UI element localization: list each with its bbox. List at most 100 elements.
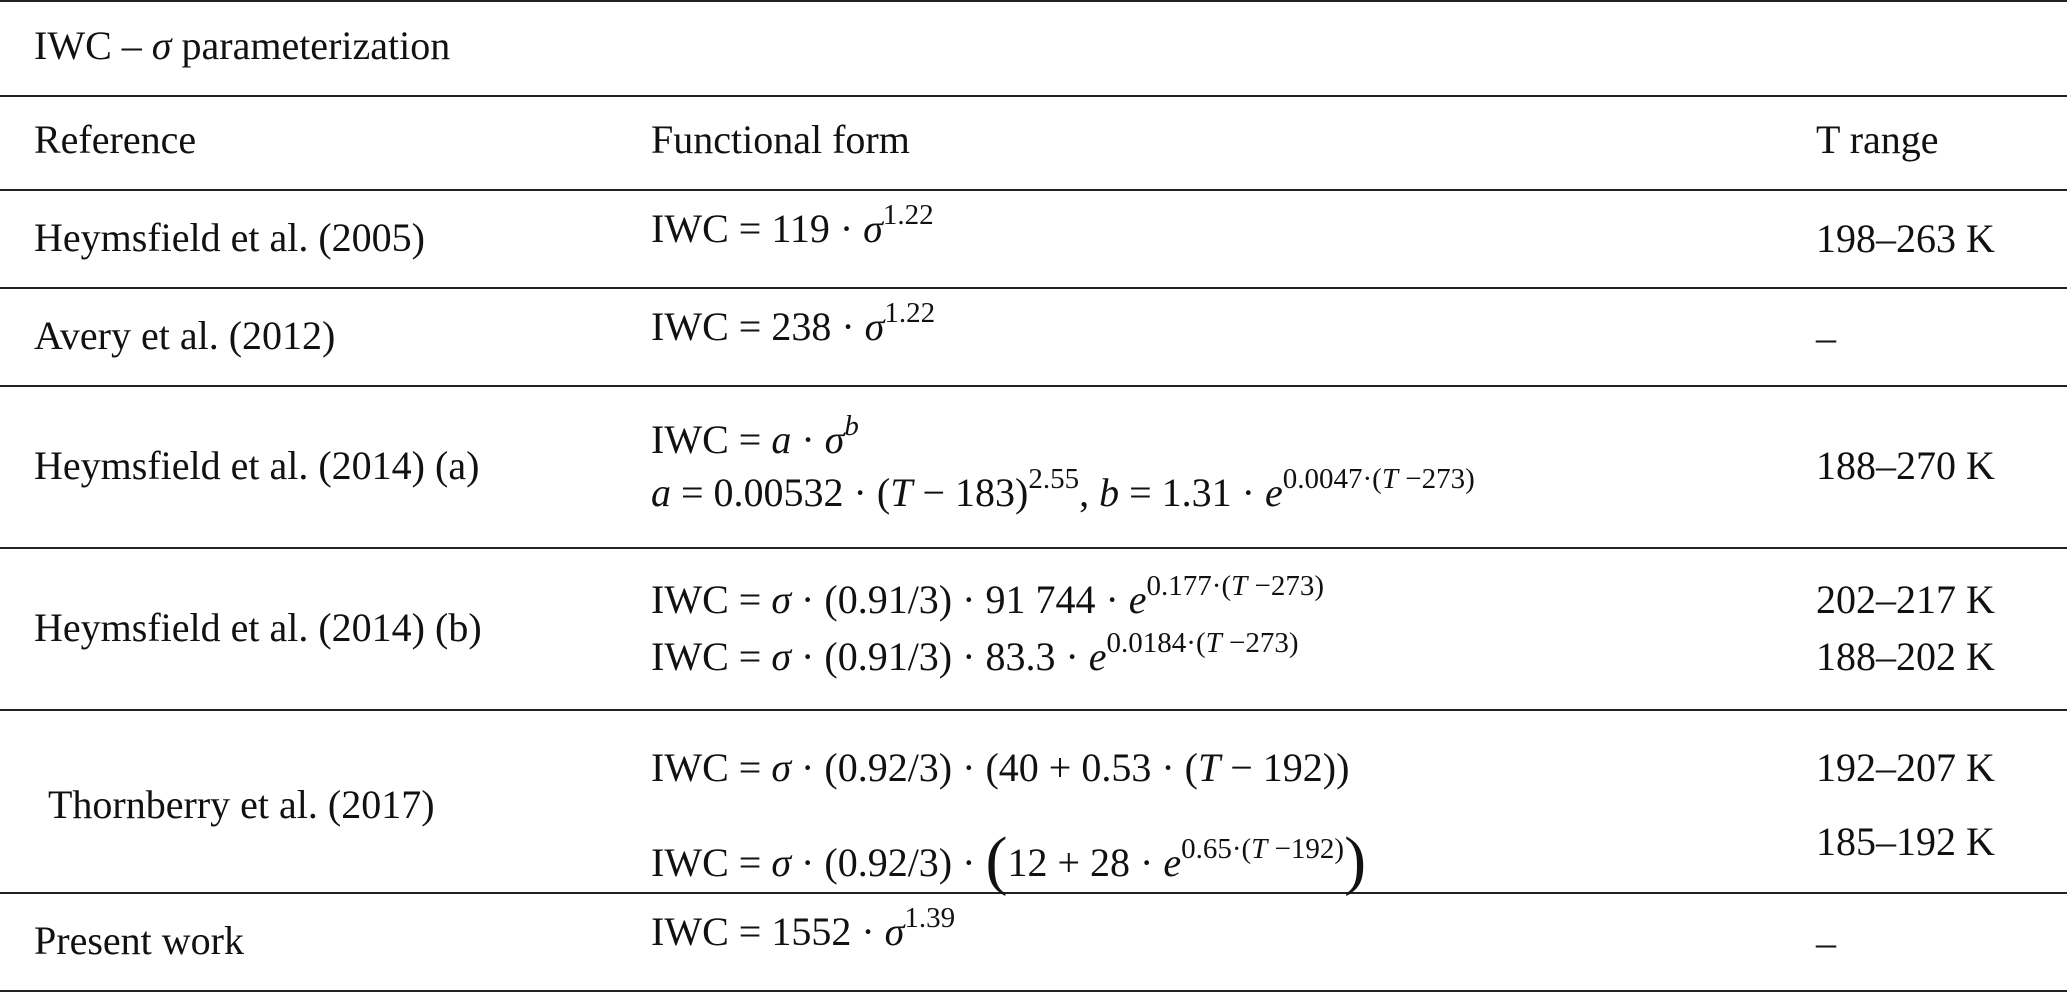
italic-symbol: T <box>1205 626 1222 659</box>
reference: Heymsfield et al. (2005) <box>34 215 425 260</box>
text-run: IWC – <box>34 23 152 68</box>
italic-symbol: b <box>1099 469 1120 515</box>
table-rule <box>0 95 2067 97</box>
column-header: Reference <box>34 117 197 162</box>
italic-symbol: a <box>771 416 792 462</box>
italic-symbol: σ <box>771 744 792 790</box>
text-run: · <box>791 416 825 462</box>
superscript: 0.0184·(T −273) <box>1107 627 1299 659</box>
superscript: 1.22 <box>884 297 935 329</box>
italic-symbol: b <box>844 409 859 442</box>
italic-symbol: T <box>1251 832 1268 865</box>
italic-symbol: a <box>651 469 671 515</box>
superscript: 2.55 <box>1028 463 1079 495</box>
table-rule <box>0 385 2067 387</box>
text-run: IWC = 1552 · <box>651 909 885 954</box>
reference: Thornberry et al. (2017) <box>48 781 435 827</box>
superscript: b <box>844 410 859 442</box>
text-run: 12 + 28 · <box>1007 839 1164 885</box>
table-rule <box>0 709 2067 711</box>
text-run: 1.22 <box>882 199 934 231</box>
functional-form: IWC = σ · (0.91/3) · 83.3 · e0.0184·(T −… <box>651 628 1299 679</box>
text-run: , <box>1079 469 1100 515</box>
text-run: 0.177·( <box>1146 569 1232 602</box>
t-range: – <box>1816 315 1836 360</box>
functional-form: IWC = σ · (0.91/3) · 91 744 · e0.177·(T … <box>651 571 1324 622</box>
reference: Heymsfield et al. (2014) (a) <box>34 443 480 488</box>
t-range: – <box>1816 920 1836 965</box>
text-run: IWC = <box>651 633 772 679</box>
text-run: · (0.92/3) · <box>791 839 986 885</box>
t-range: 202–217 K <box>1816 576 1995 622</box>
italic-symbol: σ <box>151 23 172 68</box>
t-range: 198–263 K <box>1816 216 1995 261</box>
text-run: 0.0047·( <box>1282 462 1382 495</box>
text-run: = 1.31 · <box>1119 469 1265 515</box>
text-run: = 0.00532 · ( <box>671 469 891 515</box>
table-rule <box>0 990 2067 992</box>
text-run: IWC = <box>651 576 772 622</box>
italic-symbol: σ <box>864 304 885 349</box>
text-run: parameterization <box>171 23 451 68</box>
text-run: 1.22 <box>884 297 936 329</box>
italic-symbol: T <box>1197 744 1221 790</box>
reference: Avery et al. (2012) <box>34 313 336 358</box>
text-run: 2.55 <box>1028 462 1080 495</box>
table-rule <box>0 892 2067 894</box>
text-run: IWC = 119 · <box>651 206 864 251</box>
t-range: 192–207 K <box>1816 744 1995 790</box>
text-run: −273) <box>1397 462 1475 495</box>
text-run: − 183) <box>912 469 1029 515</box>
text-run: IWC = <box>651 839 772 885</box>
t-range: 188–270 K <box>1816 443 1995 488</box>
superscript: 1.39 <box>904 902 955 934</box>
text-run: −273) <box>1247 569 1325 602</box>
column-header: T range <box>1816 117 1939 162</box>
italic-symbol: σ <box>771 576 792 622</box>
text-run: IWC = <box>651 744 772 790</box>
t-range: 185–192 K <box>1816 818 1995 864</box>
italic-symbol: σ <box>824 416 845 462</box>
italic-symbol: e <box>1264 469 1283 515</box>
functional-form: a = 0.00532 · (T − 183)2.55, b = 1.31 · … <box>651 464 1475 515</box>
text-run: · (0.92/3) · (40 + 0.53 · ( <box>791 744 1198 790</box>
superscript: 1.22 <box>883 199 934 231</box>
italic-symbol: e <box>1088 633 1107 679</box>
reference: Present work <box>34 918 244 963</box>
text-run: − 192)) <box>1220 744 1350 790</box>
superscript: 0.65·(T −192) <box>1181 833 1344 865</box>
text-run: · (0.91/3) · 83.3 · <box>791 633 1089 679</box>
table-rule <box>0 547 2067 549</box>
table-rule <box>0 189 2067 191</box>
t-range: 188–202 K <box>1816 633 1995 679</box>
text-run: 1.39 <box>904 902 956 934</box>
large-paren: ) <box>1344 823 1367 897</box>
italic-symbol: e <box>1128 576 1147 622</box>
functional-form: IWC = 119 · σ1.22 <box>651 201 934 251</box>
text-run: · (0.91/3) · 91 744 · <box>791 576 1129 622</box>
functional-form: IWC = 1552 · σ1.39 <box>651 904 955 954</box>
large-paren: ( <box>985 823 1008 897</box>
superscript: 0.0047·(T −273) <box>1283 463 1475 495</box>
table-rule <box>0 0 2067 2</box>
italic-symbol: σ <box>884 909 905 954</box>
functional-form: IWC = a · σb <box>651 411 859 462</box>
text-run: IWC = 238 · <box>651 304 865 349</box>
text-run: 0.65·( <box>1181 832 1252 865</box>
italic-symbol: σ <box>771 839 792 885</box>
italic-symbol: e <box>1163 839 1182 885</box>
functional-form: IWC = σ · (0.92/3) · (12 + 28 · e0.65·(T… <box>651 822 1366 893</box>
functional-form: IWC = σ · (0.92/3) · (40 + 0.53 · (T − 1… <box>651 744 1350 790</box>
column-header: Functional form <box>651 117 910 162</box>
italic-symbol: T <box>1231 569 1248 602</box>
caption: IWC – σ parameterization <box>34 26 450 66</box>
text-run: 0.0184·( <box>1106 626 1206 659</box>
table-rule <box>0 287 2067 289</box>
reference: Heymsfield et al. (2014) (b) <box>34 605 482 650</box>
superscript: 0.177·(T −273) <box>1147 570 1324 602</box>
text-run: −273) <box>1221 626 1299 659</box>
italic-symbol: T <box>890 469 913 515</box>
italic-symbol: σ <box>863 206 883 251</box>
text-run: −192) <box>1267 832 1345 865</box>
